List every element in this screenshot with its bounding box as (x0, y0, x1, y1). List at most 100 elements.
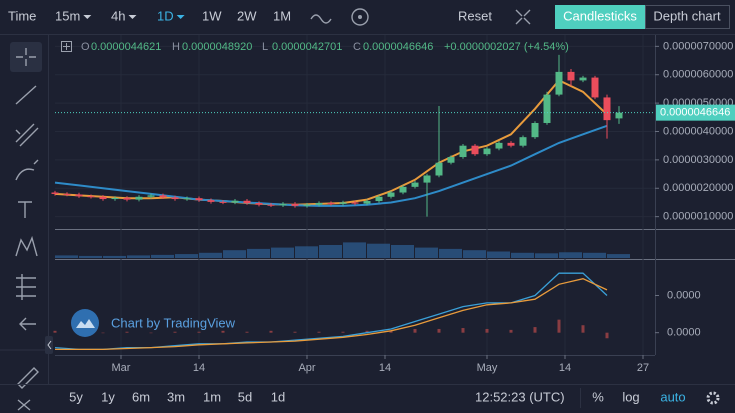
back-tool[interactable] (19, 317, 36, 331)
tab-candlesticks[interactable]: Candlesticks (563, 8, 637, 23)
interval[interactable]: 1M (273, 8, 291, 23)
auto-toggle[interactable]: auto (660, 389, 685, 404)
candle-body (99, 196, 107, 200)
x-tick-label: Mar (112, 362, 131, 374)
macd-histogram (461, 328, 465, 333)
candle-body (291, 203, 299, 206)
x-tick-label: Apr (298, 362, 315, 374)
volume-bar (487, 251, 510, 258)
range-button[interactable]: 1y (101, 389, 115, 404)
ohlc-value: 0.0000048920 (182, 41, 252, 53)
range-button[interactable]: 1m (203, 389, 221, 404)
candle-body (123, 197, 131, 200)
candle-body (555, 71, 563, 95)
candle-body (63, 193, 71, 195)
candle-body (603, 97, 611, 121)
tab-inactive[interactable] (645, 5, 730, 29)
x-tick-label: 14 (193, 362, 205, 374)
macd-histogram (413, 328, 417, 333)
y-tick-label: 0.0000020000 (663, 182, 733, 194)
macd-histogram (101, 332, 105, 334)
volume-bar (247, 248, 270, 258)
macd-line (55, 278, 608, 351)
candle-body (591, 77, 599, 98)
candle-body (303, 204, 311, 206)
candle-body (339, 202, 347, 204)
indicators-icon[interactable] (351, 8, 369, 26)
crosshair-tool[interactable] (16, 48, 36, 66)
fib-tool[interactable] (15, 123, 39, 147)
interval[interactable]: 15m (55, 8, 80, 23)
tab-depth[interactable]: Depth chart (653, 8, 721, 23)
volume-bar (391, 245, 414, 258)
volume-bar (199, 252, 222, 258)
candle-body (567, 71, 575, 81)
chart-style-icon[interactable] (310, 14, 332, 24)
interval[interactable]: 4h (111, 8, 125, 23)
interval[interactable]: 2W (237, 8, 257, 23)
fullscreen-icon[interactable] (515, 9, 531, 25)
volume-bar (415, 247, 438, 258)
candle-body (147, 195, 155, 197)
macd-histogram (125, 331, 129, 333)
volume-bar (343, 242, 366, 258)
trendline-tool[interactable] (15, 85, 37, 105)
range-button[interactable]: 5d (238, 389, 252, 404)
x-tick-label: 14 (379, 362, 391, 374)
macd-histogram (605, 332, 609, 339)
candle-body (207, 200, 215, 202)
ruler-tool[interactable] (17, 367, 39, 389)
macd-histogram (485, 328, 489, 333)
interval[interactable]: 1W (202, 8, 222, 23)
ohlc-label: O (81, 41, 90, 53)
volume-bar (79, 255, 102, 258)
volume-bar (55, 255, 78, 258)
candle-body (351, 202, 359, 204)
volume-bar (103, 255, 126, 258)
range-button[interactable]: 3m (167, 389, 185, 404)
moving-average (54, 124, 608, 207)
candle-body (171, 197, 179, 200)
candle-body (183, 198, 191, 200)
candle-body (435, 162, 443, 176)
candle-body (135, 196, 143, 200)
volume-bar (583, 252, 606, 258)
macd-histogram (389, 330, 393, 333)
watermark: Chart by TradingView (111, 315, 236, 330)
candle-body (267, 204, 275, 206)
macd-histogram (245, 331, 249, 333)
reset-button[interactable]: Reset (458, 8, 492, 23)
pattern-tool[interactable] (15, 235, 38, 257)
macd-histogram (365, 330, 369, 333)
ohlc-value: 0.0000042701 (272, 41, 342, 53)
volume-bar (535, 253, 558, 258)
range-button[interactable]: 6m (132, 389, 150, 404)
collapse-handle[interactable] (45, 336, 53, 354)
ohlc-label: C (353, 41, 361, 53)
candle-body (51, 192, 59, 194)
range-button[interactable]: 1d (271, 389, 285, 404)
interval[interactable]: 1D (157, 8, 174, 23)
time-label: Time (8, 8, 36, 23)
volume-bar (127, 255, 150, 258)
legend-toggle[interactable] (61, 41, 72, 52)
range-button[interactable]: 5y (69, 389, 83, 404)
y-tick-label: 0.0000040000 (663, 125, 733, 137)
y-tick-label: 0.0000010000 (663, 211, 733, 223)
y-tick-label: 0.0000030000 (663, 154, 733, 166)
macd-histogram (581, 325, 585, 333)
brush-tool[interactable] (15, 159, 39, 181)
tab-active[interactable] (555, 5, 645, 29)
text-tool[interactable] (18, 201, 32, 218)
percent-toggle[interactable]: % (592, 389, 604, 404)
candle-body (279, 203, 287, 206)
ohlc-change: +0.0000002027 (+4.54%) (444, 41, 569, 53)
candle-body (315, 203, 323, 205)
settings-icon[interactable] (706, 391, 720, 405)
macd-histogram (269, 330, 273, 333)
remove-tool[interactable] (17, 399, 31, 411)
candle-body (495, 142, 503, 149)
log-toggle[interactable]: log (622, 389, 639, 404)
prediction-tool[interactable] (16, 274, 36, 300)
